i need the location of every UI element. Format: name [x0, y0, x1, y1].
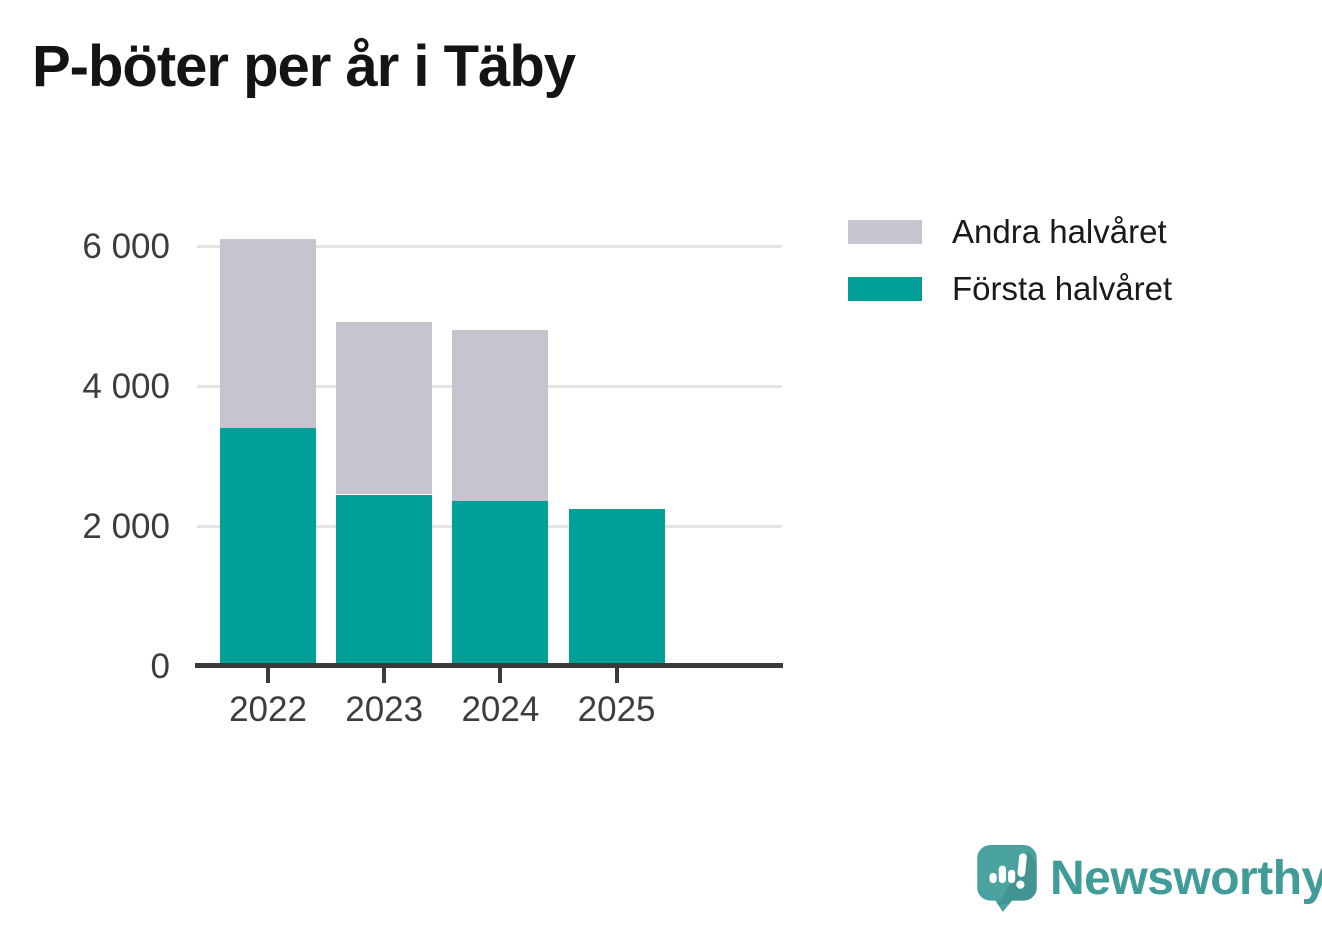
- bar-2022-series-1: [220, 239, 316, 428]
- legend: Andra halvåret Första halvåret: [848, 213, 1172, 334]
- legend-label-forsta-halvaret: Första halvåret: [952, 270, 1173, 307]
- x-axis-line: [195, 663, 783, 668]
- x-tick-label-2024: 2024: [461, 690, 540, 729]
- newsworthy-wordmark: Newsworthy: [1050, 852, 1322, 905]
- legend-item-andra-halvaret: Andra halvåret: [848, 213, 1172, 250]
- x-tick-label-2025: 2025: [577, 690, 656, 729]
- x-tick-2024: [498, 666, 503, 683]
- x-tick-2023: [382, 666, 387, 683]
- x-tick-2025: [614, 666, 619, 683]
- newsworthy-bubble-icon: [977, 845, 1037, 912]
- x-tick-label-2023: 2023: [345, 690, 424, 729]
- bubble-shade: [997, 851, 1037, 905]
- y-tick-label: 4 000: [82, 366, 170, 406]
- legend-swatch-forsta-halvaret: [848, 277, 922, 301]
- y-tick-label: 2 000: [82, 506, 170, 546]
- bar-2024-series-1: [452, 330, 549, 501]
- chart-title: P-böter per år i Täby: [32, 34, 576, 99]
- y-tick-label: 6 000: [82, 226, 170, 266]
- bar-2023-series-1: [336, 322, 433, 495]
- bar-2023-series-0: [336, 494, 433, 666]
- x-tick-label-2022: 2022: [229, 690, 307, 729]
- y-tick-label: 0: [150, 646, 170, 686]
- newsworthy-logo: Newsworthy: [977, 845, 1322, 913]
- gridline: [197, 244, 782, 248]
- bar-2024-series-0: [452, 500, 549, 666]
- x-tick-2022: [266, 666, 270, 683]
- bar-2022-series-0: [220, 428, 316, 666]
- bar-chart-glyph: [989, 865, 1016, 884]
- legend-swatch-andra-halvaret: [848, 220, 922, 244]
- bar-2025-series-0: [568, 509, 665, 666]
- legend-item-forsta-halvaret: Första halvåret: [848, 270, 1172, 307]
- exclamation-glyph: [1016, 853, 1027, 889]
- legend-label-andra-halvaret: Andra halvåret: [952, 213, 1167, 250]
